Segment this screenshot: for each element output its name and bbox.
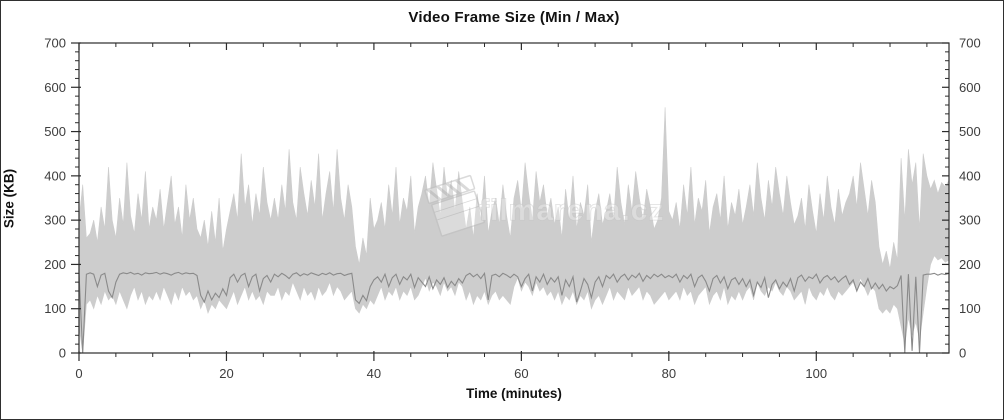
y-tick-label-left: 500 bbox=[44, 124, 66, 139]
y-tick-label-right: 0 bbox=[959, 346, 966, 361]
y-tick-label-left: 400 bbox=[44, 168, 66, 183]
y-tick-label-left: 300 bbox=[44, 213, 66, 228]
y-tick-label-left: 100 bbox=[44, 301, 66, 316]
x-axis-title: Time (minutes) bbox=[466, 386, 562, 401]
clapperboard-icon bbox=[424, 174, 486, 237]
y-tick-label-right: 100 bbox=[959, 301, 981, 316]
y-tick-label-left: 700 bbox=[44, 36, 66, 51]
plot-border bbox=[78, 42, 950, 354]
max-series-band bbox=[78, 107, 950, 354]
y-tick-label-right: 600 bbox=[959, 80, 981, 95]
x-tick-label: 80 bbox=[662, 366, 676, 381]
watermark: filmarena.cz bbox=[424, 174, 664, 237]
y-tick-label-left: 600 bbox=[44, 80, 66, 95]
chart-title: Video Frame Size (Min / Max) bbox=[408, 9, 620, 26]
axes-layer bbox=[71, 42, 950, 361]
x-tick-label: 0 bbox=[75, 366, 82, 381]
min-series-line bbox=[78, 271, 950, 354]
x-tick-label: 20 bbox=[219, 366, 233, 381]
y-tick-label-right: 200 bbox=[959, 257, 981, 272]
x-tick-label: 40 bbox=[367, 366, 381, 381]
series-layer bbox=[78, 107, 950, 354]
y-tick-label-left: 0 bbox=[59, 346, 66, 361]
y-tick-label-left: 200 bbox=[44, 257, 66, 272]
watermark-text: filmarena.cz bbox=[479, 194, 664, 227]
y-tick-label-right: 300 bbox=[959, 213, 981, 228]
y-tick-label-right: 400 bbox=[959, 168, 981, 183]
y-tick-label-right: 700 bbox=[959, 36, 981, 51]
x-tick-label: 60 bbox=[514, 366, 528, 381]
y-tick-label-right: 500 bbox=[959, 124, 981, 139]
x-tick-label: 100 bbox=[805, 366, 827, 381]
